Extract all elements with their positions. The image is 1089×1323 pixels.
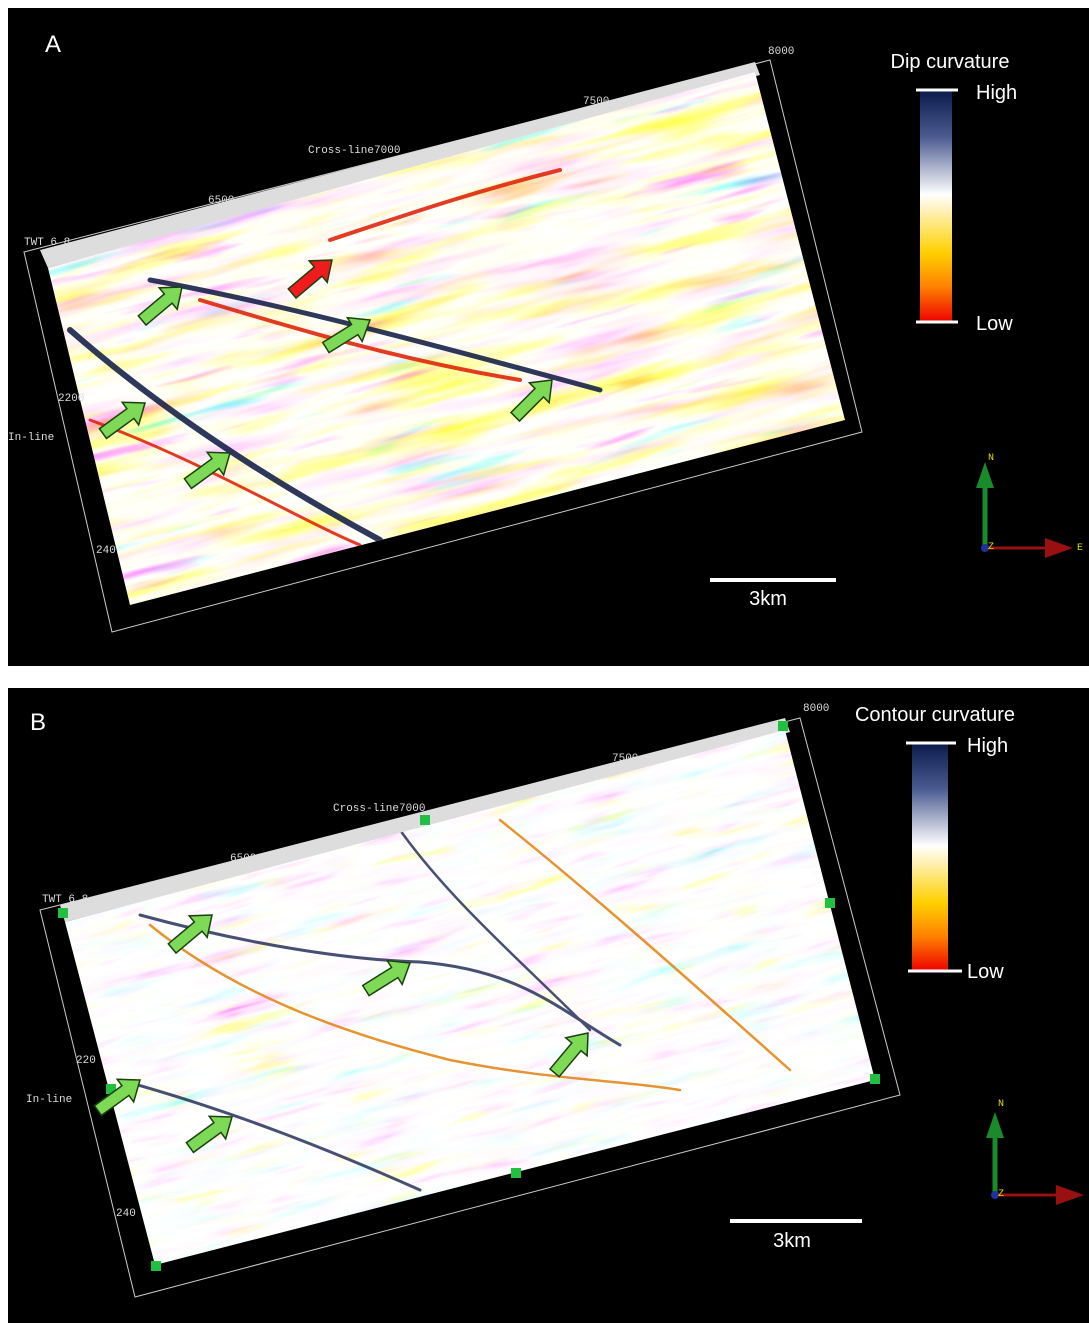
panel-label: A xyxy=(45,31,61,58)
marker xyxy=(151,1261,161,1271)
marker xyxy=(511,1168,521,1178)
marker xyxy=(870,1074,880,1084)
colorbar-low: Low xyxy=(967,961,1004,983)
scale-label: 3km xyxy=(773,1230,811,1252)
inline-tick: 220 xyxy=(76,1055,96,1067)
marker xyxy=(778,721,788,731)
colorbar-title: Contour curvature xyxy=(855,704,1015,726)
compass-z: Z xyxy=(988,542,994,553)
compass-e: E xyxy=(1077,543,1083,554)
crossline-tick: 8000 xyxy=(803,703,829,715)
crossline-tick: 8000 xyxy=(768,46,794,58)
colorbar-low: Low xyxy=(976,313,1013,335)
colorbar xyxy=(920,90,952,322)
marker xyxy=(825,898,835,908)
compass-n: N xyxy=(988,453,994,464)
figure: A 8000 7500 Cross-line7000 6500 TWT 6 8 … xyxy=(0,0,1089,1323)
inline-tick: 240 xyxy=(96,545,116,557)
colorbar-title: Dip curvature xyxy=(891,51,1010,73)
inline-tick: 240 xyxy=(116,1208,136,1220)
inline-label: In-line xyxy=(26,1094,72,1106)
colorbar-high: High xyxy=(967,735,1008,757)
compass-z: Z xyxy=(998,1189,1004,1200)
crossline-tick: 6500 xyxy=(230,853,256,865)
inline-label: In-line xyxy=(8,432,54,444)
crossline-tick: 7500 xyxy=(583,96,609,108)
crossline-tick: 7500 xyxy=(612,753,638,765)
colorbar-high: High xyxy=(976,82,1017,104)
crossline-label: Cross-line7000 xyxy=(333,803,425,815)
colorbar xyxy=(912,743,948,971)
compass-n: N xyxy=(998,1099,1004,1110)
crossline-tick: 6500 xyxy=(208,195,234,207)
inline-tick: 2200 xyxy=(58,393,84,405)
twt-label: TWT 6 8 xyxy=(24,237,70,249)
scale-label: 3km xyxy=(749,588,787,610)
marker xyxy=(420,815,430,825)
twt-label: TWT 6 8 xyxy=(42,894,88,906)
marker xyxy=(58,908,68,918)
panel-label: B xyxy=(30,709,46,736)
crossline-label: Cross-line7000 xyxy=(308,145,400,157)
